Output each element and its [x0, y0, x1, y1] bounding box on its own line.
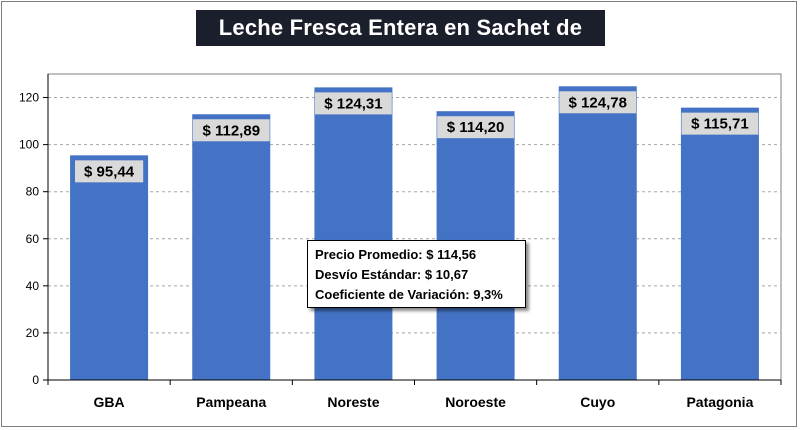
data-label: $ 115,71 — [691, 116, 749, 133]
data-label-box — [559, 91, 637, 114]
average-price-text: Precio Promedio: $ 114,56 — [315, 247, 477, 262]
bar-patagonia — [680, 107, 759, 380]
bar-cuyo — [558, 86, 637, 380]
data-label: $ 95,44 — [84, 163, 135, 180]
y-tick-label: 0 — [32, 373, 39, 387]
y-tick-label: 80 — [26, 185, 40, 199]
y-tick-label: 40 — [26, 279, 40, 293]
y-tick-label: 20 — [26, 326, 40, 340]
x-category-label: GBA — [94, 394, 125, 410]
plot-area-border — [47, 73, 782, 381]
x-category-label: Pampeana — [196, 394, 266, 410]
bars: $ 95,44 $ 112,89 $ 124,31 $ 114,20 $ 124,78 $… — [70, 86, 759, 381]
data-label-box — [74, 160, 144, 183]
y-tick-label: 120 — [19, 91, 39, 105]
y-tick-label: 60 — [26, 232, 40, 246]
y-tick-label: 100 — [19, 138, 39, 152]
x-category-label: Patagonia — [686, 394, 753, 410]
x-category-label: Noreste — [327, 394, 379, 410]
data-label-box — [192, 119, 270, 142]
x-axis: GBA Pampeana Noreste Noroeste Cuyo Patagonia — [47, 379, 782, 410]
data-label: $ 112,89 — [202, 122, 260, 139]
y-axis: 0 20 40 60 80 100 120 — [19, 74, 49, 387]
x-category-label: Cuyo — [580, 394, 615, 410]
std-deviation-text: Desvío Estándar: $ 10,67 — [315, 267, 469, 282]
data-label-box — [437, 116, 514, 139]
data-label: $ 124,78 — [569, 94, 627, 111]
data-label: $ 124,31 — [324, 95, 382, 112]
variation-coefficient-text: Coeficiente de Variación: 9,3% — [315, 287, 503, 302]
gridlines — [47, 73, 782, 381]
data-label: $ 114,20 — [447, 119, 505, 136]
chart-title: Leche Fresca Entera en Sachet de litro — [196, 10, 605, 76]
data-label-box — [315, 92, 392, 115]
data-label-box — [681, 112, 759, 135]
bar-pampeana — [192, 114, 271, 381]
statistics-box: Precio Promedio: $ 114,56 Desvío Estánda… — [307, 240, 526, 308]
x-category-label: Noroeste — [445, 394, 506, 410]
bar-gba — [70, 155, 149, 380]
bar-noreste — [314, 87, 393, 381]
